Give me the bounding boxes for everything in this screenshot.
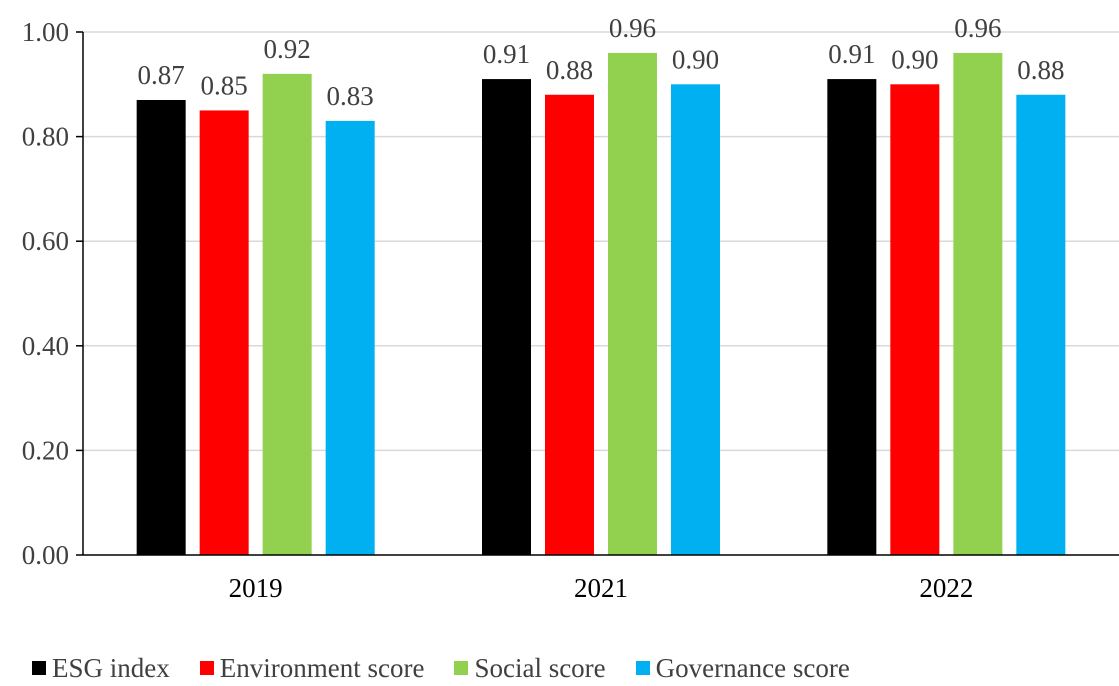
bar-social-score-2022 — [953, 52, 1003, 556]
legend-swatch — [32, 661, 46, 675]
bar-governance-score-2021 — [671, 84, 720, 556]
y-tick-label: 1.00 — [22, 17, 69, 47]
data-label: 0.88 — [1017, 55, 1064, 85]
x-tick-label: 2021 — [574, 573, 628, 603]
bar-governance-score-2019 — [325, 120, 375, 555]
y-tick-label: 0.60 — [22, 226, 69, 256]
data-label: 0.91 — [483, 39, 530, 69]
bar-esg-index-2021 — [482, 79, 531, 555]
data-label: 0.88 — [546, 55, 593, 85]
bar-esg-index-2019 — [136, 99, 186, 556]
bar-governance-score-2022 — [1016, 94, 1066, 555]
data-label: 0.87 — [138, 60, 185, 90]
bar-esg-index-2022 — [827, 79, 877, 555]
bar-social-score-2019 — [262, 73, 312, 555]
data-label: 0.90 — [891, 44, 938, 74]
legend-swatch — [635, 661, 650, 675]
legend-item: Environment score — [199, 652, 425, 684]
legend-label: Social score — [474, 652, 606, 683]
legend-label: ESG index — [52, 652, 170, 683]
chart-legend: ESG index Environment score Social score Go… — [32, 650, 880, 686]
legend-swatch — [454, 661, 469, 675]
data-label: 0.92 — [264, 34, 311, 64]
gridlines — [83, 31, 1119, 452]
data-label: 0.90 — [672, 44, 719, 74]
bar-social-score-2021 — [608, 52, 657, 556]
data-label: 0.96 — [609, 13, 656, 43]
legend-label: Environment score — [219, 652, 425, 683]
x-tick-label: 2022 — [919, 573, 973, 603]
data-label: 0.83 — [327, 81, 374, 111]
bars — [136, 52, 1066, 556]
legend-label: Governance score — [655, 652, 850, 683]
axes: 0.00 0.20 0.40 0.60 0.80 1.00 2019 2021 2022 — [22, 17, 1119, 603]
legend-item: ESG index — [32, 653, 170, 684]
bar-environment-score-2022 — [890, 84, 940, 556]
y-tick-label: 0.80 — [22, 122, 69, 152]
bar-environment-score-2019 — [199, 110, 249, 555]
data-label: 0.91 — [828, 39, 875, 69]
value-labels: 0.87 0.85 0.92 0.83 0.91 0.88 0.96 0.90 0.91 0.90… — [138, 13, 1065, 111]
x-tick-label: 2019 — [229, 573, 283, 603]
y-tick-label: 0.40 — [22, 331, 69, 361]
legend-swatch — [199, 661, 214, 675]
data-label: 0.96 — [954, 13, 1001, 43]
legend-item: Governance score — [635, 652, 850, 684]
y-tick-label: 0.20 — [22, 435, 69, 465]
legend-item: Social score — [454, 652, 606, 684]
data-label: 0.85 — [201, 70, 248, 100]
y-tick-label: 0.00 — [22, 540, 69, 570]
bar-environment-score-2021 — [545, 94, 594, 555]
